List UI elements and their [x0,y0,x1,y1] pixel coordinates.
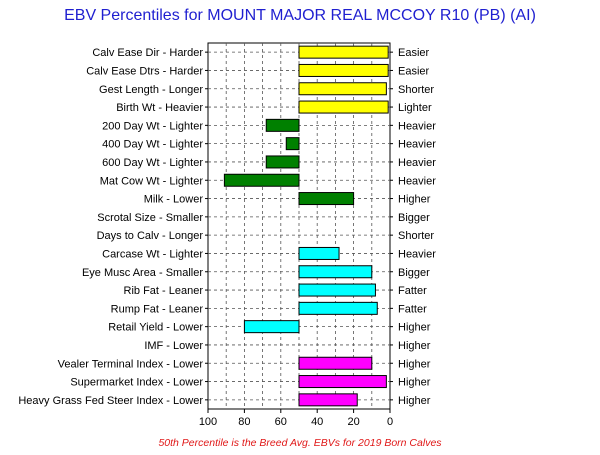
row-label-left: Vealer Terminal Index - Lower [58,358,204,370]
row-label-right: Higher [398,194,431,206]
row-label-right: Shorter [398,84,434,96]
row-label-right: Higher [398,377,431,389]
chart-footnote: 50th Percentile is the Breed Avg. EBVs f… [158,437,442,449]
bar-13 [298,283,376,297]
row-label-right: Heavier [398,157,436,169]
row-label-right: Bigger [398,267,430,279]
bar-2 [298,82,387,96]
x-tick-label: 20 [347,416,359,428]
row-label-left: Birth Wt - Heavier [116,102,203,114]
row-label-left: Gest Length - Longer [99,84,203,96]
row-label-right: Easier [398,65,430,77]
row-label-right: Shorter [398,230,434,242]
row-label-left: Calv Ease Dtrs - Harder [86,65,203,77]
row-label-left: 400 Day Wt - Lighter [102,139,203,151]
row-label-left: Calv Ease Dir - Harder [92,47,203,59]
bar-0 [298,45,389,59]
bar-4 [265,118,300,132]
chart-title: EBV Percentiles for MOUNT MAJOR REAL MCC… [64,7,536,24]
row-label-left: IMF - Lower [144,340,203,352]
row-label-left: Scrotal Size - Smaller [97,212,203,224]
row-label-left: Days to Calv - Longer [97,230,204,242]
row-label-left: Carcase Wt - Lighter [102,248,203,260]
bar-18 [298,375,387,389]
row-label-right: Heavier [398,175,436,187]
row-label-left: 200 Day Wt - Lighter [102,120,203,132]
row-label-left: Milk - Lower [144,194,204,206]
row-label-left: Rib Fat - Leaner [124,285,204,297]
x-tick-label: 40 [311,416,323,428]
x-tick-label: 60 [275,416,287,428]
bar-12 [298,265,373,279]
bar-19 [298,393,358,407]
bar-1 [298,63,389,77]
row-label-right: Higher [398,340,431,352]
x-tick-label: 100 [199,416,217,428]
row-label-left: 600 Day Wt - Lighter [102,157,203,169]
row-label-right: Easier [398,47,430,59]
bar-5 [285,137,300,151]
bar-11 [298,246,340,260]
bar-6 [265,155,300,169]
row-label-left: Heavy Grass Fed Steer Index - Lower [18,395,203,407]
bar-15 [243,320,300,334]
row-label-right: Higher [398,358,431,370]
row-label-right: Heavier [398,139,436,151]
row-label-right: Higher [398,395,431,407]
bar-3 [298,100,389,114]
bar-14 [298,301,378,315]
row-label-right: Heavier [398,248,436,260]
row-label-left: Retail Yield - Lower [108,322,203,334]
row-label-right: Heavier [398,120,436,132]
row-label-right: Bigger [398,212,430,224]
row-label-left: Supermarket Index - Lower [70,377,203,389]
row-label-left: Mat Cow Wt - Lighter [100,175,204,187]
row-label-right: Higher [398,322,431,334]
bar-7 [223,173,300,187]
bar-8 [298,192,355,206]
row-label-right: Lighter [398,102,432,114]
row-label-right: Fatter [398,303,427,315]
x-tick-label: 0 [387,416,393,428]
row-label-left: Eye Musc Area - Smaller [82,267,203,279]
x-tick-label: 80 [238,416,250,428]
bar-17 [298,356,373,370]
row-label-right: Fatter [398,285,427,297]
row-label-left: Rump Fat - Leaner [111,303,204,315]
